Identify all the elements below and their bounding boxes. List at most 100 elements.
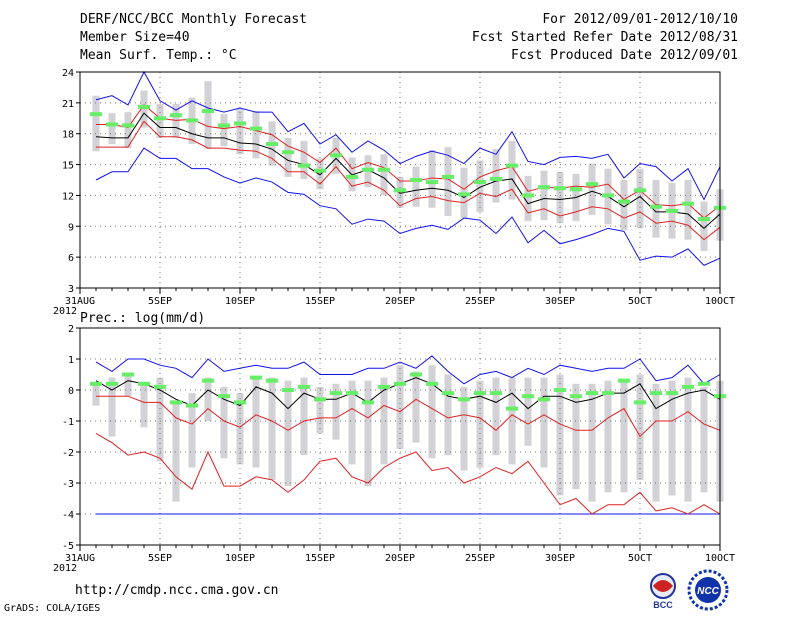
temp-box [92, 95, 100, 152]
prec-marker [314, 397, 326, 402]
prec-marker [506, 406, 518, 411]
prec-box [524, 377, 532, 446]
prec-marker [250, 375, 262, 380]
prec-marker [186, 403, 198, 408]
prec-box [220, 386, 228, 459]
temp-marker [410, 178, 422, 182]
temp-marker [330, 153, 342, 158]
temp-box [636, 168, 644, 229]
prec-marker [602, 391, 614, 396]
prec-xtick-label: 30SEP [545, 553, 575, 564]
prec-marker [458, 397, 470, 402]
prec-box [476, 380, 484, 468]
prec-marker [554, 388, 566, 392]
footer-url[interactable]: http://cmdp.ncc.cma.gov.cn [75, 583, 279, 598]
header-title: DERF/NCC/BCC Monthly Forecast [80, 12, 307, 27]
temp-marker [346, 174, 358, 179]
temp-ytick-label: 21 [62, 99, 74, 110]
prec-marker [106, 381, 118, 386]
temp-box [588, 163, 596, 215]
temp-xtick-label: 10SEP [225, 296, 255, 307]
temp-box [236, 109, 244, 155]
temp-marker [682, 201, 694, 206]
temp-marker [474, 180, 486, 185]
prec-marker [586, 391, 598, 396]
temp-box [156, 103, 164, 138]
prec-marker [298, 384, 310, 389]
prec-box [252, 377, 260, 468]
prec-xtick-label: 15SEP [305, 553, 335, 564]
prec-box [140, 383, 148, 428]
temp-marker [570, 187, 582, 192]
prec-box [316, 386, 324, 434]
temp-marker [186, 118, 198, 123]
temp-box [204, 81, 212, 150]
temp-box [492, 149, 500, 203]
prec-marker [426, 381, 438, 386]
prec-box [412, 371, 420, 443]
temp-ytick-label: 3 [68, 284, 74, 295]
prec-xtick-label: 31AUG [65, 553, 95, 564]
temp-box [380, 154, 388, 196]
prec-box [492, 377, 500, 456]
prec-ytick-label: -5 [62, 541, 74, 552]
prec-box [300, 377, 308, 456]
prec-box [204, 377, 212, 421]
temp-box [700, 201, 708, 251]
prec-marker [138, 381, 150, 386]
temp-year-label: 2012 [53, 306, 77, 317]
temp-marker [170, 113, 182, 118]
temp-marker [602, 193, 614, 198]
ncc-logo-label: NCC [697, 586, 719, 597]
temp-marker [378, 167, 390, 172]
temp-xtick-label: 15SEP [305, 296, 335, 307]
temp-box [428, 150, 436, 208]
prec-box [556, 374, 564, 496]
prec-box [620, 380, 628, 493]
temp-line-ensemble_mean [95, 112, 721, 230]
prec-line-ensemble_mean [95, 377, 721, 410]
prec-marker [570, 394, 582, 399]
header-forecast-period: For 2012/09/01-2012/10/10 [542, 12, 738, 27]
temp-marker [394, 188, 406, 193]
temp-box [444, 147, 452, 216]
temp-marker [90, 112, 102, 117]
temp-ytick-label: 9 [68, 222, 74, 233]
bcc-logo: BCC [650, 573, 676, 610]
prec-box [508, 377, 516, 465]
prec-box [444, 374, 452, 456]
prec-marker [682, 384, 694, 389]
prec-xtick-label: 10OCT [705, 553, 735, 564]
header-member-size: Member Size=40 [80, 30, 190, 45]
prec-xtick-label: 25SEP [465, 553, 495, 564]
temp-marker [458, 192, 470, 197]
temp-marker [250, 126, 262, 131]
temp-box [140, 90, 148, 128]
temp-line-ens_min_red [96, 120, 721, 241]
temp-box [620, 180, 628, 231]
prec-box [428, 365, 436, 459]
temp-box [284, 137, 292, 177]
temp-marker [506, 163, 518, 168]
temp-marker [490, 176, 502, 181]
temp-line-min [95, 70, 721, 201]
prec-box [604, 380, 612, 493]
temp-ytick-label: 12 [62, 191, 74, 202]
temp-marker [266, 142, 278, 146]
prec-line-upper_red [96, 395, 721, 438]
prec-marker [474, 391, 486, 396]
temp-xtick-label: 5SEP [148, 296, 172, 307]
prec-box [108, 377, 116, 437]
temp-marker [586, 182, 598, 187]
temp-box [252, 111, 260, 159]
header-variable: Mean Surf. Temp.: °C [80, 48, 237, 63]
temp-marker [426, 180, 438, 185]
prec-marker [698, 381, 710, 386]
temp-box [508, 140, 516, 200]
prec-box [572, 383, 580, 490]
temp-panel [76, 70, 726, 294]
prec-marker [650, 391, 662, 396]
prec-title: Prec.: log(mm/d) [80, 311, 205, 326]
prec-ytick-label: 1 [68, 355, 74, 366]
